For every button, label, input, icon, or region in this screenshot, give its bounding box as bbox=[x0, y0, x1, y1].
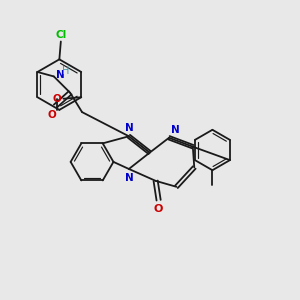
Text: N: N bbox=[170, 125, 179, 135]
Text: O: O bbox=[48, 110, 57, 120]
Text: O: O bbox=[154, 204, 163, 214]
Text: N: N bbox=[124, 172, 133, 182]
Text: Cl: Cl bbox=[55, 30, 67, 40]
Text: O: O bbox=[52, 94, 61, 104]
Text: H: H bbox=[62, 66, 70, 76]
Text: N: N bbox=[56, 70, 65, 80]
Text: N: N bbox=[124, 123, 133, 133]
